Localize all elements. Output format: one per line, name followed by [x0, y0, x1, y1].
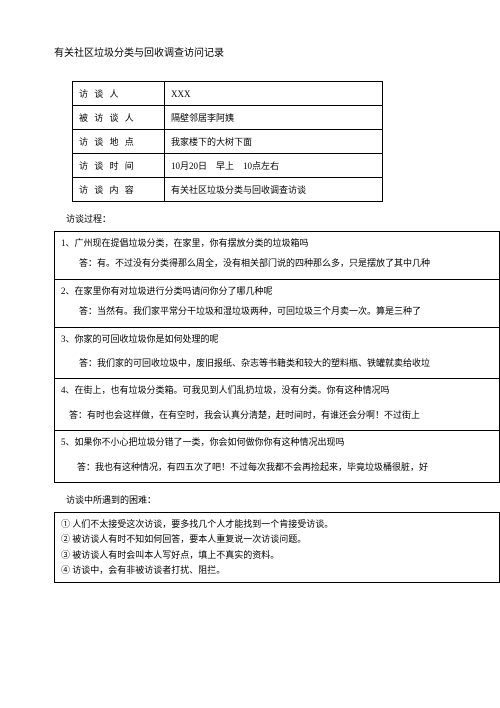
- qa-question: 4、在街上，也有垃圾分类箱。可我见到人们乱扔垃圾，没有分类。你有这种情况吗: [61, 383, 493, 397]
- document-title: 有关社区垃圾分类与回收调查访问记录: [54, 44, 500, 59]
- qa-question: 1、广州现在提倡垃圾分类，在家里，你有摆放分类的垃圾箱吗: [61, 236, 493, 250]
- qa-item: 5、如果你不小心把垃圾分错了一类，你会如何做你你有这种情况出现吗 答：我也有这种…: [55, 431, 499, 482]
- table-row: 被 访 谈 人 隔壁邻居李阿姨: [73, 106, 383, 130]
- info-value: XXX: [165, 82, 383, 106]
- qa-item: 1、广州现在提倡垃圾分类，在家里，你有摆放分类的垃圾箱吗 答：有。不过没有分类得…: [55, 232, 499, 280]
- info-label: 访 谈 地 点: [73, 130, 165, 154]
- info-value: 隔壁邻居李阿姨: [165, 106, 383, 130]
- difficulty-item: ④ 访谈中，会有非被访谈者打扰、阻拦。: [61, 563, 493, 578]
- info-value: 10月20日 早上 10点左右: [165, 154, 383, 178]
- info-value: 我家楼下的大树下面: [165, 130, 383, 154]
- process-label: 访谈过程：: [66, 212, 500, 225]
- qa-question: 3、你家的可回收垃圾你是如何处理的呢: [61, 332, 493, 346]
- difficulties-label: 访谈中所遇到的困难：: [66, 493, 500, 506]
- table-row: 访 谈 时 间 10月20日 早上 10点左右: [73, 154, 383, 178]
- qa-answer: 答：有。不过没有分类得那么周全，没有相关部门说的四种那么多，只是摆放了其中几种: [61, 256, 493, 270]
- qa-question: 5、如果你不小心把垃圾分错了一类，你会如何做你你有这种情况出现吗: [61, 435, 493, 449]
- info-label: 被 访 谈 人: [73, 106, 165, 130]
- qa-answer: 答：我也有这种情况，有四五次了吧！不过每次我都不会再捡起来，毕竟垃圾桶很脏，好: [61, 460, 493, 474]
- difficulties-box: ① 人们不太接受这次访谈，要多找几个人才能找到一个肯接受访谈。 ② 被访谈人有时…: [54, 512, 500, 583]
- table-row: 访 谈 地 点 我家楼下的大树下面: [73, 130, 383, 154]
- difficulty-item: ② 被访谈人有时不知如何回答，要本人重复说一次访谈问题。: [61, 532, 493, 547]
- info-table: 访 谈 人 XXX 被 访 谈 人 隔壁邻居李阿姨 访 谈 地 点 我家楼下的大…: [72, 81, 383, 202]
- info-label: 访 谈 时 间: [73, 154, 165, 178]
- qa-answer: 答：当然有。我们家平常分干垃圾和湿垃圾两种，可回垃圾三个月卖一次。算是三种了: [61, 304, 493, 318]
- qa-item: 2、在家里你有对垃圾进行分类吗请问你分了哪几种呢 答：当然有。我们家平常分干垃圾…: [55, 280, 499, 328]
- info-label: 访 谈 内 容: [73, 178, 165, 202]
- qa-answer: 答：有时也会这样做，在有空时，我会认真分清楚，赶时间时，有谁还会分啊！不过街上: [61, 408, 493, 422]
- qa-answer: 答：我们家的可回收垃圾中，废旧报纸、杂志等书籍类和较大的塑料瓶、铁罐就卖给收垃: [61, 356, 493, 370]
- difficulty-item: ③ 被访谈人有时会叫本人写好点，填上不真实的资料。: [61, 548, 493, 563]
- difficulty-item: ① 人们不太接受这次访谈，要多找几个人才能找到一个肯接受访谈。: [61, 517, 493, 532]
- qa-question: 2、在家里你有对垃圾进行分类吗请问你分了哪几种呢: [61, 284, 493, 298]
- table-row: 访 谈 人 XXX: [73, 82, 383, 106]
- qa-box: 1、广州现在提倡垃圾分类，在家里，你有摆放分类的垃圾箱吗 答：有。不过没有分类得…: [54, 231, 500, 483]
- qa-item: 4、在街上，也有垃圾分类箱。可我见到人们乱扔垃圾，没有分类。你有这种情况吗 答：…: [55, 379, 499, 431]
- info-label: 访 谈 人: [73, 82, 165, 106]
- info-value: 有关社区垃圾分类与回收调查访谈: [165, 178, 383, 202]
- table-row: 访 谈 内 容 有关社区垃圾分类与回收调查访谈: [73, 178, 383, 202]
- qa-item: 3、你家的可回收垃圾你是如何处理的呢 答：我们家的可回收垃圾中，废旧报纸、杂志等…: [55, 328, 499, 380]
